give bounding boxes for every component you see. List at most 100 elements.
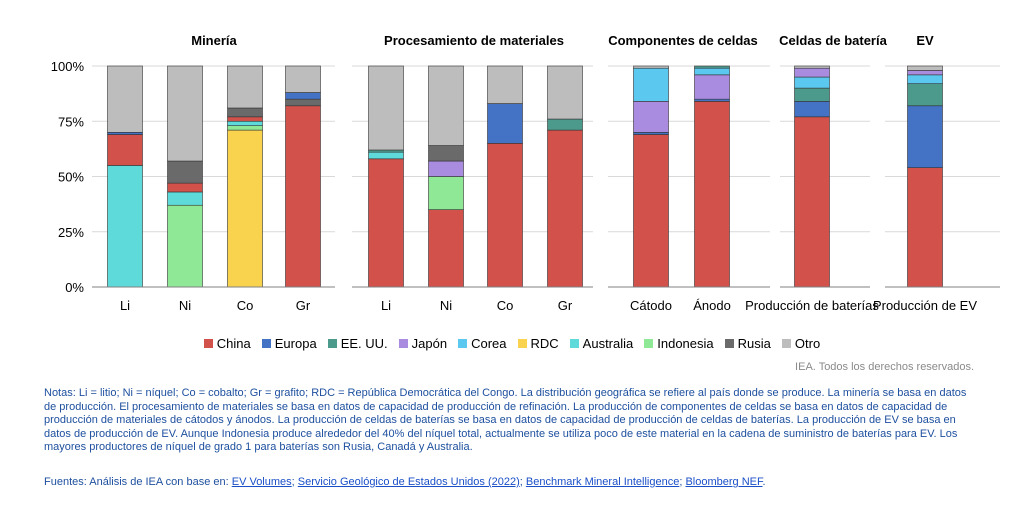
bar-segment-li-china bbox=[368, 158, 404, 288]
x-tick-label-co: Co bbox=[237, 298, 254, 313]
bar-segment-ni-japon bbox=[428, 160, 464, 177]
sources-line: Fuentes: Análisis de IEA con base en: EV… bbox=[44, 476, 974, 488]
source-separator: ; bbox=[291, 476, 298, 488]
bar-segment-co-otro bbox=[487, 65, 523, 104]
legend-swatch bbox=[398, 339, 408, 348]
legend-swatch bbox=[569, 339, 579, 348]
bar-segment-produccion-de-ev-corea bbox=[907, 74, 943, 84]
bar-segment-co-china bbox=[227, 116, 263, 122]
bar-segment-li-china bbox=[107, 134, 143, 166]
legend-label: RDC bbox=[530, 336, 559, 351]
x-tick-label-co: Co bbox=[497, 298, 514, 313]
bar-segment-li-otro bbox=[368, 65, 404, 151]
source-link-bnef[interactable]: Bloomberg NEF bbox=[685, 476, 763, 488]
x-tick-label-anodo: Ánodo bbox=[693, 298, 731, 313]
bar-segment-anodo-europa bbox=[694, 98, 730, 102]
bar-segment-gr-rusia bbox=[285, 98, 321, 107]
legend-swatch bbox=[261, 339, 271, 348]
source-link-usgs[interactable]: Servicio Geológico de Estados Unidos (20… bbox=[297, 476, 520, 488]
bar-segment-li-ee-uu bbox=[368, 149, 404, 153]
x-tick-label-gr: Gr bbox=[558, 298, 573, 313]
x-tick-label-li: Li bbox=[120, 298, 130, 313]
legend-swatch bbox=[458, 339, 468, 348]
bar-segment-produccion-de-ev-japon bbox=[907, 70, 943, 76]
y-tick-label: 25% bbox=[58, 225, 84, 240]
source-link-ev-volumes[interactable]: EV Volumes bbox=[231, 476, 292, 488]
bar-segment-catodo-otro bbox=[633, 65, 669, 69]
bar-segment-gr-china bbox=[547, 129, 583, 288]
stacked-bar-chart: 0% 25% 50% 75% 100% Minería Li Ni Co Gr Procesamie… bbox=[51, 33, 1000, 313]
x-tick-label-produccion-de-baterias: Producción de baterías bbox=[745, 298, 879, 313]
legend-label: Otro bbox=[794, 336, 821, 351]
y-tick-label: 100% bbox=[51, 59, 85, 74]
x-tick-label-ni: Ni bbox=[179, 298, 191, 313]
y-tick-label: 0% bbox=[65, 280, 84, 295]
bar-segment-li-australia bbox=[107, 165, 143, 288]
bar-segment-co-rusia bbox=[227, 107, 263, 118]
bar-segment-catodo-china bbox=[633, 134, 669, 288]
bar-segment-gr-europa bbox=[285, 92, 321, 100]
bar-segment-catodo-japon bbox=[633, 101, 669, 133]
bar-segment-anodo-corea bbox=[694, 67, 730, 76]
bar-segment-produccion-de-ev-otro bbox=[907, 65, 943, 71]
x-tick-label-produccion-de-ev: Producción de EV bbox=[873, 298, 977, 313]
legend-label: Rusia bbox=[737, 336, 771, 351]
x-tick-label-ni: Ni bbox=[440, 298, 452, 313]
bar-segment-ni-china bbox=[428, 209, 464, 288]
x-tick-label-gr: Gr bbox=[296, 298, 311, 313]
bar-segment-anodo-ee-uu bbox=[694, 65, 730, 69]
bar-segment-li-otro bbox=[107, 65, 143, 133]
bar-segment-ni-rusia bbox=[428, 145, 464, 162]
legend-item-indonesia: Indonesia bbox=[644, 336, 714, 351]
bar-segment-ni-australia bbox=[167, 191, 203, 206]
bar-segment-anodo-japon bbox=[694, 74, 730, 100]
sources-prefix: Fuentes: Análisis de IEA con base en: bbox=[44, 476, 232, 488]
bar-segment-produccion-de-baterias-ee-uu bbox=[794, 87, 830, 102]
legend-swatch bbox=[517, 339, 527, 348]
legend-swatch bbox=[644, 339, 654, 348]
legend-label: Indonesia bbox=[657, 336, 714, 351]
legend-item-japon: Japón bbox=[398, 336, 448, 351]
bar-segment-produccion-de-baterias-europa bbox=[794, 101, 830, 118]
bar-segment-produccion-de-baterias-otro bbox=[794, 65, 830, 69]
chart-legend: China Europa EE. UU. Japón Corea RDC Australia… bbox=[0, 336, 1024, 351]
legend-label: Japón bbox=[411, 336, 448, 351]
bar-segment-co-china bbox=[487, 143, 523, 288]
source-separator: ; bbox=[519, 476, 526, 488]
bar-segment-produccion-de-ev-europa bbox=[907, 105, 943, 168]
legend-item-corea: Corea bbox=[458, 336, 507, 351]
bar-segment-gr-otro bbox=[547, 65, 583, 120]
bar-segment-ni-china bbox=[167, 182, 203, 193]
panel-title-mineria: Minería bbox=[191, 33, 237, 48]
bar-segment-anodo-china bbox=[694, 101, 730, 288]
legend-item-otro: Otro bbox=[781, 336, 821, 351]
bar-segment-produccion-de-baterias-corea bbox=[794, 76, 830, 89]
legend-item-china: China bbox=[203, 336, 251, 351]
legend-swatch bbox=[327, 339, 337, 348]
bar-segment-co-europa bbox=[487, 103, 523, 144]
bar-segment-catodo-corea bbox=[633, 67, 669, 102]
legend-swatch bbox=[781, 339, 791, 348]
bar-segment-ni-indonesia bbox=[428, 176, 464, 210]
source-separator: ; bbox=[679, 476, 686, 488]
panel-title-ev: EV bbox=[916, 33, 934, 48]
legend-label: EE. UU. bbox=[340, 336, 388, 351]
bar-segment-produccion-de-ev-ee-uu bbox=[907, 83, 943, 107]
bar-segment-co-australia bbox=[227, 120, 263, 126]
legend-label: Australia bbox=[582, 336, 634, 351]
legend-item-europa: Europa bbox=[261, 336, 317, 351]
y-tick-label: 50% bbox=[58, 170, 84, 185]
legend-swatch bbox=[724, 339, 734, 348]
bar-segment-co-otro bbox=[227, 65, 263, 109]
source-link-benchmark[interactable]: Benchmark Mineral Intelligence bbox=[525, 476, 680, 488]
bar-segment-ni-indonesia bbox=[167, 204, 203, 288]
legend-label: Europa bbox=[274, 336, 317, 351]
panel-title-procesamiento-de-materiales: Procesamiento de materiales bbox=[384, 33, 564, 48]
bar-segment-catodo-europa bbox=[633, 132, 669, 135]
bar-segment-ni-rusia bbox=[167, 160, 203, 184]
bar-segment-produccion-de-baterias-japon bbox=[794, 67, 830, 78]
legend-item-ee-uu: EE. UU. bbox=[327, 336, 388, 351]
credit-text: IEA. Todos los derechos reservados. bbox=[795, 361, 974, 373]
legend-item-rdc: RDC bbox=[517, 336, 559, 351]
panel-title-celdas-de-bateria: Celdas de batería bbox=[779, 33, 887, 48]
